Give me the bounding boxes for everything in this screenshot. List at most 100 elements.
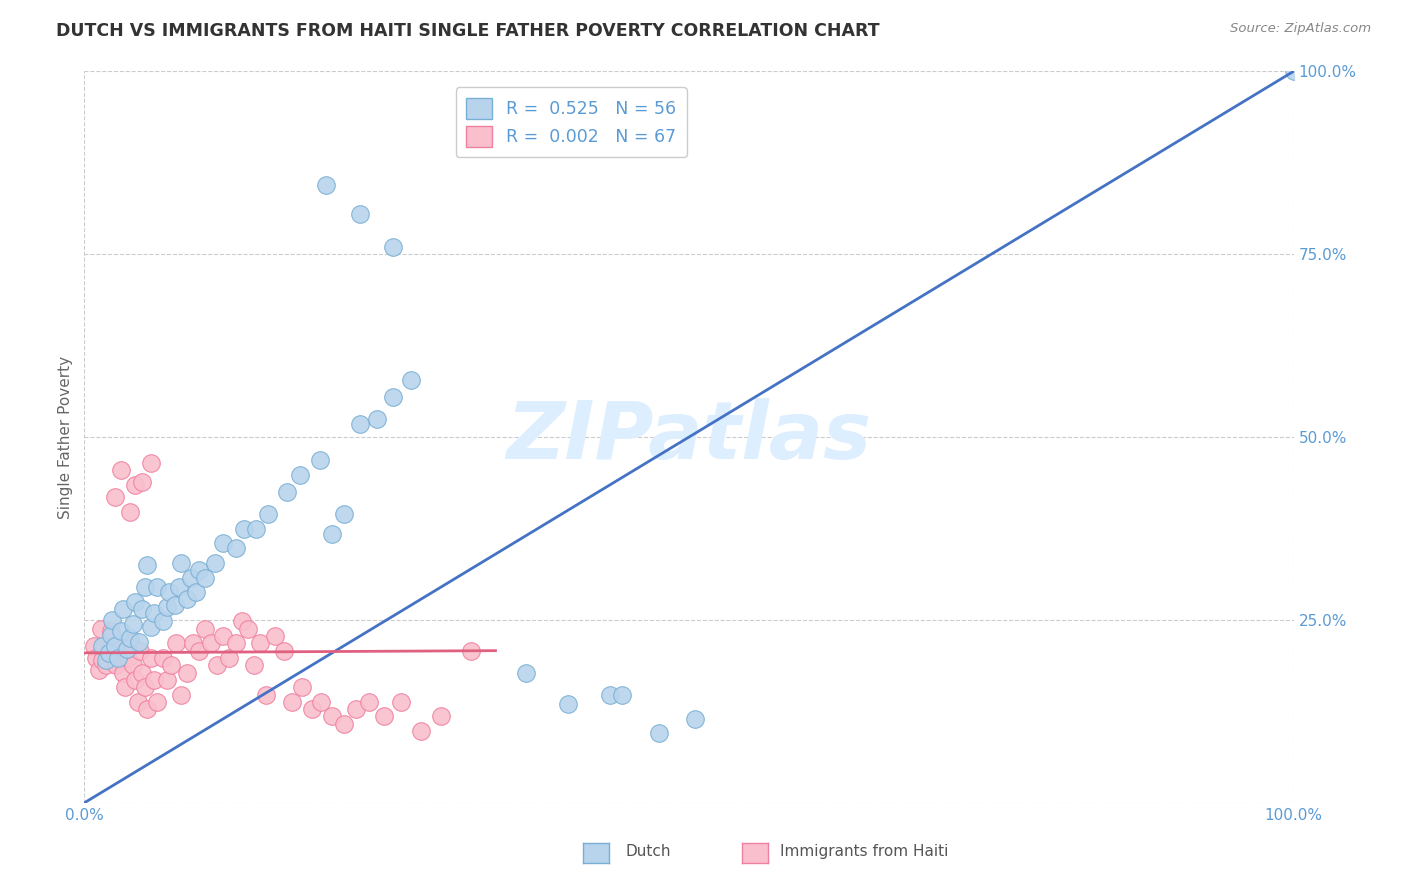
Point bbox=[124, 594, 146, 608]
Point bbox=[91, 639, 114, 653]
Point bbox=[131, 665, 153, 680]
Point bbox=[121, 658, 143, 673]
Point bbox=[152, 615, 174, 629]
Point bbox=[117, 651, 139, 665]
Point bbox=[460, 643, 482, 657]
Point bbox=[381, 240, 404, 254]
Point bbox=[242, 658, 264, 673]
Point bbox=[188, 563, 211, 577]
Point bbox=[155, 599, 177, 614]
Point bbox=[104, 658, 127, 673]
Point bbox=[257, 507, 280, 521]
Text: Source: ZipAtlas.com: Source: ZipAtlas.com bbox=[1230, 22, 1371, 36]
Point bbox=[557, 697, 579, 711]
Point bbox=[101, 613, 124, 627]
Point bbox=[134, 680, 156, 694]
Point bbox=[112, 602, 135, 616]
Point bbox=[104, 639, 127, 653]
Point bbox=[188, 643, 211, 657]
Point bbox=[233, 521, 256, 535]
Point bbox=[124, 477, 146, 491]
Text: Dutch: Dutch bbox=[626, 845, 671, 859]
Point bbox=[254, 688, 277, 702]
Point bbox=[97, 643, 120, 657]
Point bbox=[114, 680, 136, 694]
Point bbox=[231, 615, 253, 629]
Point bbox=[194, 570, 217, 584]
Point bbox=[152, 651, 174, 665]
Point bbox=[207, 658, 229, 673]
Point bbox=[204, 556, 226, 570]
Point bbox=[515, 665, 537, 680]
Text: Immigrants from Haiti: Immigrants from Haiti bbox=[780, 845, 949, 859]
Point bbox=[165, 599, 187, 613]
Point bbox=[91, 653, 114, 667]
Point bbox=[399, 373, 422, 387]
Point bbox=[112, 665, 135, 680]
Point bbox=[157, 585, 180, 599]
Point bbox=[167, 580, 190, 594]
Point bbox=[107, 651, 129, 665]
Legend: R =  0.525   N = 56, R =  0.002   N = 67: R = 0.525 N = 56, R = 0.002 N = 67 bbox=[456, 87, 686, 158]
Point bbox=[288, 468, 311, 483]
Point bbox=[146, 580, 169, 594]
Point bbox=[86, 651, 108, 665]
Point bbox=[357, 695, 380, 709]
Point bbox=[321, 709, 343, 723]
Point bbox=[180, 570, 202, 584]
Point bbox=[155, 673, 177, 687]
Point bbox=[124, 673, 146, 687]
Point bbox=[143, 673, 166, 687]
Point bbox=[100, 627, 122, 641]
Point bbox=[131, 602, 153, 616]
Point bbox=[90, 622, 112, 636]
Point bbox=[115, 642, 138, 657]
Point bbox=[143, 606, 166, 620]
Text: ZIPatlas: ZIPatlas bbox=[506, 398, 872, 476]
Point bbox=[612, 688, 634, 702]
Point bbox=[110, 624, 132, 638]
Point bbox=[389, 695, 412, 709]
Point bbox=[94, 653, 117, 667]
Point bbox=[127, 695, 149, 709]
Y-axis label: Single Father Poverty: Single Father Poverty bbox=[58, 356, 73, 518]
Point bbox=[120, 505, 142, 519]
Point bbox=[212, 629, 235, 643]
Point bbox=[430, 709, 453, 723]
Point bbox=[648, 726, 671, 740]
Point bbox=[94, 658, 117, 673]
Point bbox=[93, 639, 115, 653]
Point bbox=[139, 456, 162, 470]
Point bbox=[349, 417, 371, 431]
Point bbox=[176, 592, 198, 607]
Point bbox=[170, 688, 193, 702]
Text: DUTCH VS IMMIGRANTS FROM HAITI SINGLE FATHER POVERTY CORRELATION CHART: DUTCH VS IMMIGRANTS FROM HAITI SINGLE FA… bbox=[56, 22, 880, 40]
Point bbox=[249, 636, 271, 650]
Point bbox=[104, 643, 127, 657]
Point bbox=[276, 485, 298, 500]
Point bbox=[409, 724, 432, 739]
Point bbox=[181, 636, 204, 650]
Point bbox=[176, 665, 198, 680]
Point bbox=[309, 453, 332, 467]
Point bbox=[373, 709, 395, 723]
Point bbox=[107, 636, 129, 650]
Point bbox=[311, 695, 333, 709]
Point bbox=[83, 639, 105, 653]
Point bbox=[333, 507, 356, 521]
Point bbox=[120, 636, 142, 650]
Point bbox=[264, 629, 287, 643]
Point bbox=[104, 490, 127, 504]
Point bbox=[184, 585, 207, 599]
Point bbox=[170, 556, 193, 570]
Point bbox=[683, 712, 706, 726]
Point bbox=[212, 536, 235, 550]
Point bbox=[291, 680, 314, 694]
Point bbox=[87, 663, 110, 677]
Point bbox=[281, 695, 304, 709]
Point bbox=[165, 636, 187, 650]
Point bbox=[110, 651, 132, 665]
Point bbox=[131, 475, 153, 490]
Point bbox=[194, 622, 217, 636]
Point bbox=[599, 688, 621, 702]
